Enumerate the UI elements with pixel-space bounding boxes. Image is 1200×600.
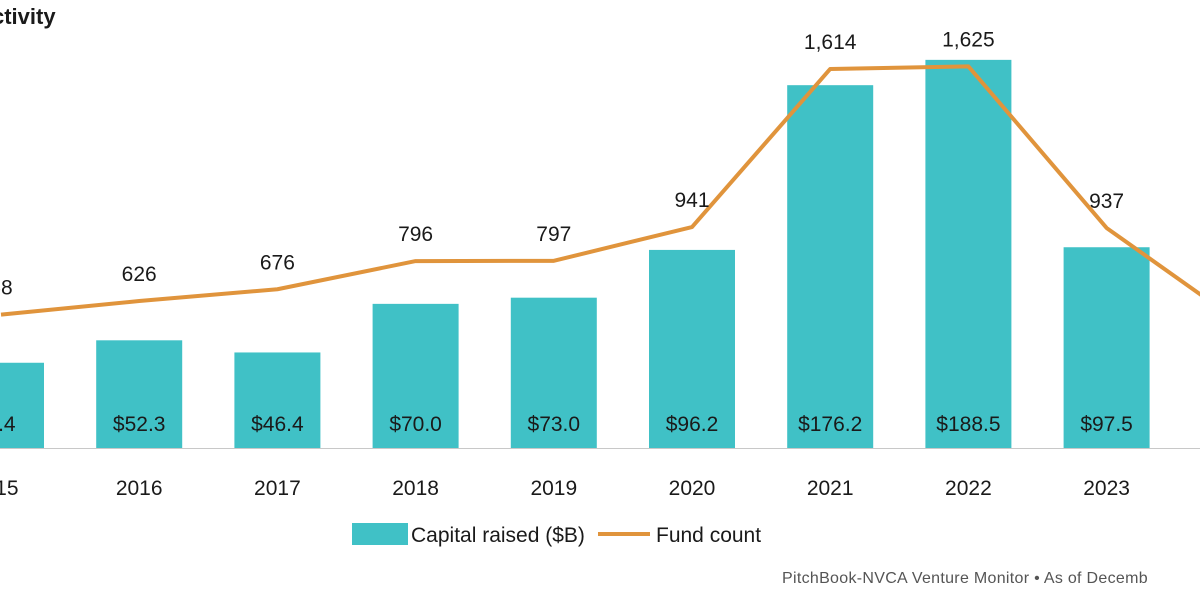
x-tick-2020: 2020 [669, 477, 716, 500]
chart-title: ctivity [0, 4, 56, 29]
legend-swatch-capital [352, 523, 408, 545]
bar-label-2019: $73.0 [528, 413, 581, 436]
bars-layer [0, 59, 1150, 448]
bar-label-2018: $70.0 [389, 413, 442, 436]
x-tick-2021: 2021 [807, 477, 854, 500]
bar-2023 [1063, 247, 1150, 448]
count-label-2016: 626 [122, 263, 157, 286]
legend: Capital raised ($B) Fund count [352, 523, 761, 547]
count-label-2021: 1,614 [804, 31, 857, 54]
x-tick-2023: 2023 [1083, 477, 1130, 500]
x-tick-2018: 2018 [392, 477, 439, 500]
labels-layer: 1.4 $52.3 $46.4 $70.0 $73.0 $96.2 $176.2 $188.5… [0, 28, 1133, 436]
count-label-2023: 937 [1089, 190, 1124, 213]
bar-label-2017: $46.4 [251, 413, 304, 436]
count-label-2019: 797 [536, 223, 571, 246]
count-label-2022: 1,625 [942, 28, 995, 51]
bar-label-2020: $96.2 [666, 413, 719, 436]
bar-2017 [234, 352, 321, 448]
x-tick-2022: 2022 [945, 477, 992, 500]
bar-label-2022: $188.5 [936, 413, 1000, 436]
bar-2015 [0, 362, 44, 448]
axis-layer: 015 2016 2017 2018 2019 2020 2021 2022 2023 [0, 448, 1200, 500]
bar-2018 [372, 303, 459, 448]
legend-label-fund-count: Fund count [656, 524, 761, 547]
x-tick-2017: 2017 [254, 477, 301, 500]
count-label-2015: 68 [0, 277, 13, 300]
bar-2019 [510, 297, 597, 448]
x-tick-2016: 2016 [116, 477, 163, 500]
x-tick-2015: 015 [0, 477, 19, 500]
bar-label-2016: $52.3 [113, 413, 166, 436]
count-label-2018: 796 [398, 223, 433, 246]
bar-2022 [925, 59, 1012, 448]
source-note: PitchBook-NVCA Venture Monitor • As of D… [782, 570, 1148, 587]
x-tick-2019: 2019 [530, 477, 577, 500]
bar-2021 [787, 85, 874, 448]
bar-label-2021: $176.2 [798, 413, 862, 436]
bar-2016 [96, 340, 183, 448]
bar-label-2023: $97.5 [1080, 413, 1133, 436]
line-layer [0, 64, 1200, 317]
bar-label-2015: 1.4 [0, 413, 16, 436]
count-label-2017: 676 [260, 251, 295, 274]
bar-2020 [649, 249, 735, 448]
fund-count-line [0, 64, 1200, 317]
legend-label-capital: Capital raised ($B) [411, 524, 585, 547]
count-label-2020: 941 [674, 189, 709, 212]
